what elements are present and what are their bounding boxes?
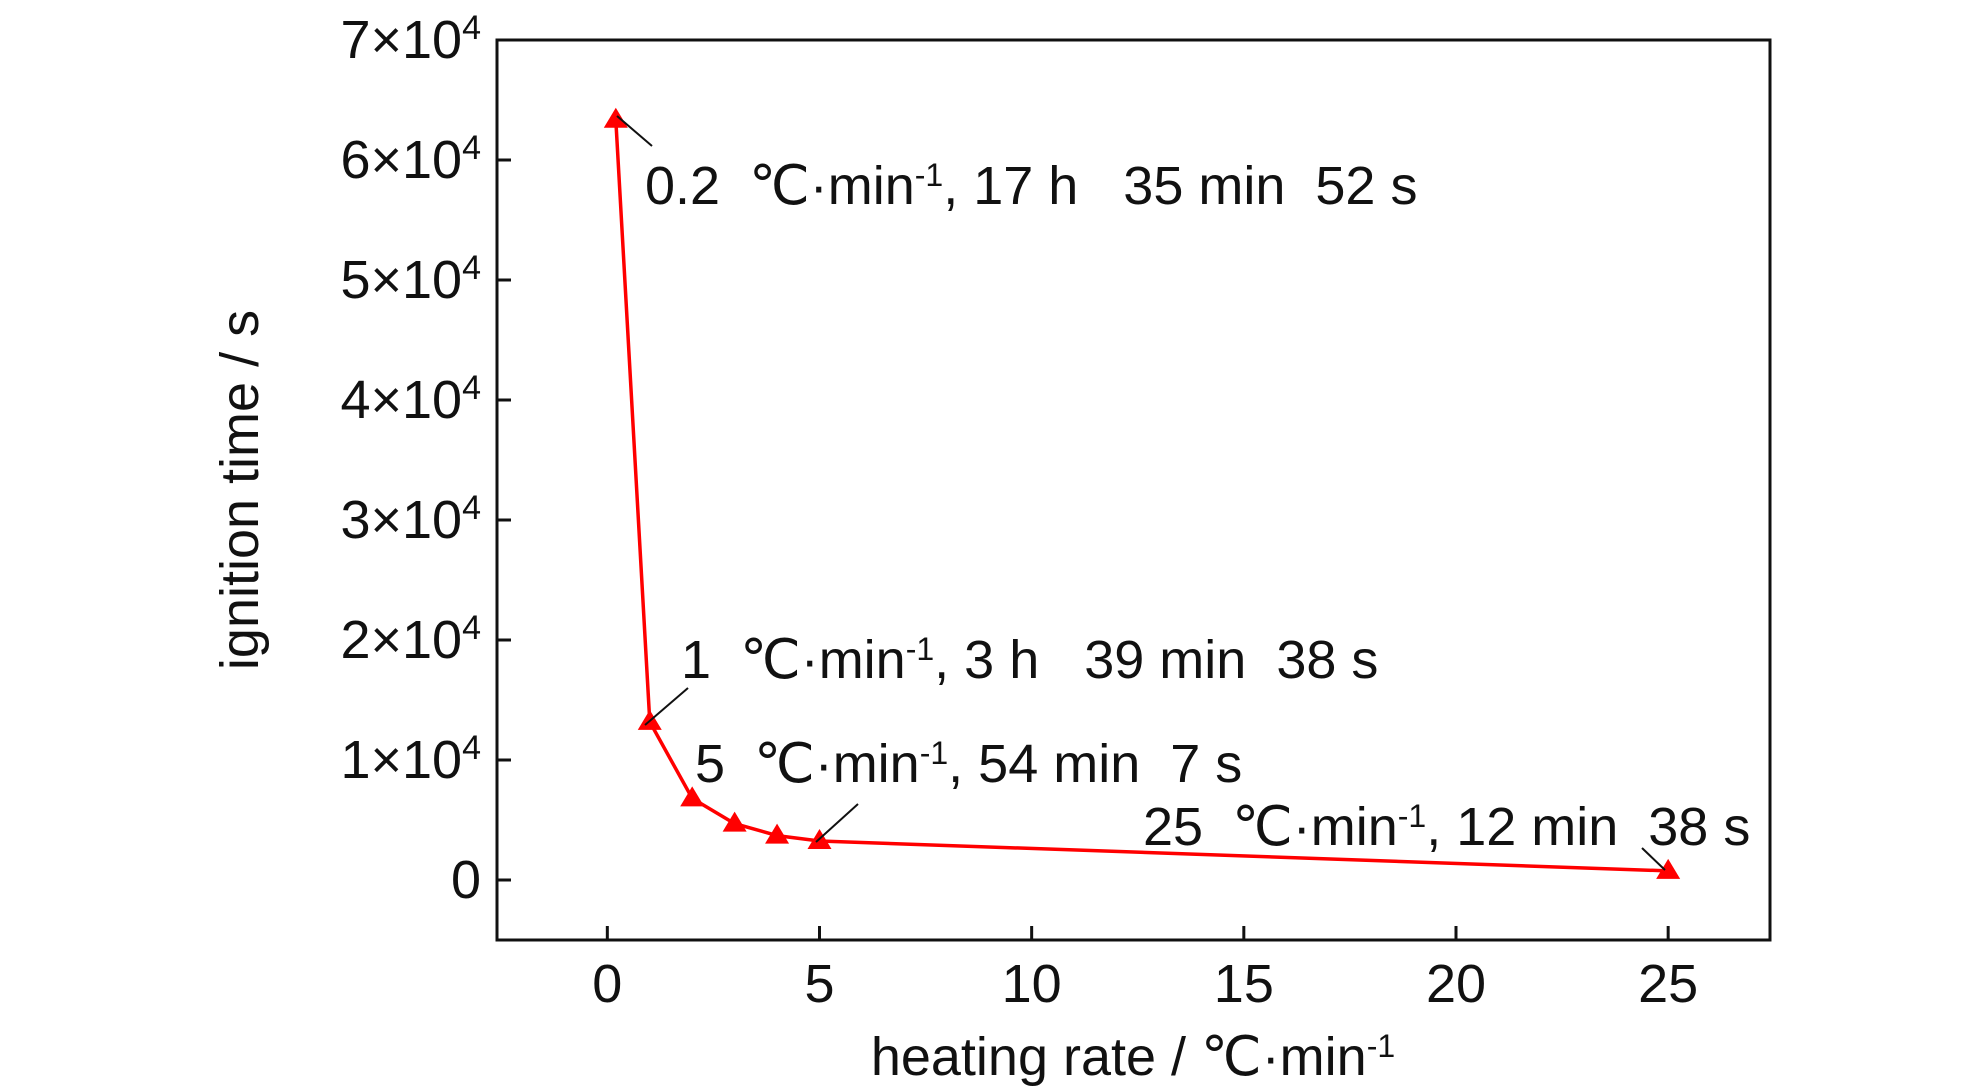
data-point [722, 811, 747, 832]
x-tick-label: 5 [804, 954, 834, 1014]
x-tick-label: 15 [1214, 954, 1274, 1014]
x-tick-label: 0 [592, 954, 622, 1014]
annotation-leader [815, 803, 859, 843]
data-point [680, 786, 705, 807]
data-point [603, 107, 628, 128]
annotation-leader [1641, 847, 1666, 871]
y-axis-title: ignition time / s [210, 310, 270, 670]
y-axis-ticks: 0 1×104 2×104 3×104 4×104 5×104 6×104 7×104 [340, 9, 511, 910]
annotation-leader [616, 115, 653, 147]
x-tick-label: 10 [1002, 954, 1062, 1014]
x-tick-label: 20 [1426, 954, 1486, 1014]
y-tick-label: 1×104 [340, 729, 481, 790]
annotation-0.2: 0.2 ℃·min-1, 17 h 35 min 52 s [645, 156, 1417, 216]
y-tick-label: 7×104 [340, 9, 481, 70]
y-tick-label: 5×104 [340, 249, 481, 310]
x-tick-label: 25 [1638, 954, 1698, 1014]
y-tick-label: 6×104 [340, 129, 481, 190]
plot-frame [495, 38, 1772, 942]
y-tick-label: 2×104 [340, 609, 481, 670]
data-point [765, 823, 790, 844]
annotation-1: 1 ℃·min-1, 3 h 39 min 38 s [681, 630, 1378, 690]
annotation-leader [644, 687, 689, 726]
data-point [1656, 858, 1681, 879]
y-tick-label: 0 [451, 850, 481, 910]
x-axis-ticks: 0 5 10 15 20 25 [592, 926, 1698, 1014]
annotation-5: 5 ℃·min-1, 54 min 7 s [695, 734, 1242, 794]
y-tick-label: 4×104 [340, 369, 481, 430]
annotation-25: 25 ℃·min-1, 12 min 38 s [1143, 797, 1750, 857]
y-tick-label: 3×104 [340, 489, 481, 550]
x-axis-title: heating rate / ℃·min-1 [871, 1027, 1395, 1087]
